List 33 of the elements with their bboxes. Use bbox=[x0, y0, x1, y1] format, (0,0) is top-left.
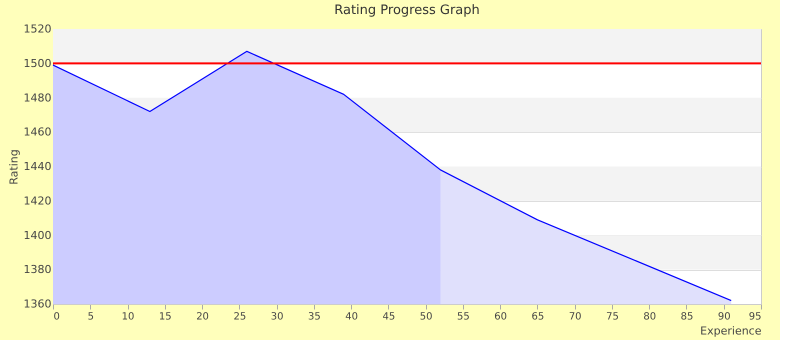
x-tick-label: 55 bbox=[457, 312, 470, 322]
x-tick-label: 35 bbox=[308, 312, 321, 322]
x-tick-label: 80 bbox=[643, 312, 656, 322]
x-tick-label: 0 bbox=[54, 312, 60, 322]
y-tick-label: 1380 bbox=[24, 263, 52, 276]
x-tick-label: 5 bbox=[88, 312, 94, 322]
x-tick-label: 20 bbox=[196, 312, 209, 322]
y-tick-label: 1460 bbox=[24, 126, 52, 139]
y-tick-label: 1400 bbox=[24, 228, 52, 242]
y-tick-label: 1500 bbox=[24, 56, 52, 70]
line-series bbox=[52, 50, 732, 302]
x-tick-label: 95 bbox=[748, 312, 762, 322]
x-tick-label: 85 bbox=[680, 312, 694, 322]
x-tick-label: 70 bbox=[568, 312, 582, 322]
x-tick-label: 60 bbox=[494, 312, 508, 322]
y-tick-label: 1520 bbox=[24, 22, 52, 36]
x-tick-label: 90 bbox=[718, 312, 731, 322]
x-tick-label: 15 bbox=[158, 312, 172, 322]
x-tick-label: 75 bbox=[606, 312, 619, 322]
x-tick-label: 10 bbox=[122, 312, 134, 322]
x-axis-title: Experience bbox=[700, 324, 762, 338]
y-tick-label: 1360 bbox=[24, 298, 52, 310]
y-tick-label: 1420 bbox=[24, 194, 52, 208]
x-tick-label: 40 bbox=[345, 312, 358, 322]
x-tick-label: 45 bbox=[382, 312, 396, 322]
x-tick-label: 25 bbox=[233, 312, 246, 322]
x-tick-label: 65 bbox=[532, 312, 544, 322]
x-tick-label: 50 bbox=[420, 312, 432, 322]
y-tick-label: 1480 bbox=[24, 91, 52, 104]
chart-title: Rating Progress Graph bbox=[334, 3, 480, 18]
y-tick-label: 1440 bbox=[24, 160, 52, 173]
y-axis-title: Rating bbox=[8, 149, 21, 185]
x-tick-label: 30 bbox=[270, 312, 284, 322]
